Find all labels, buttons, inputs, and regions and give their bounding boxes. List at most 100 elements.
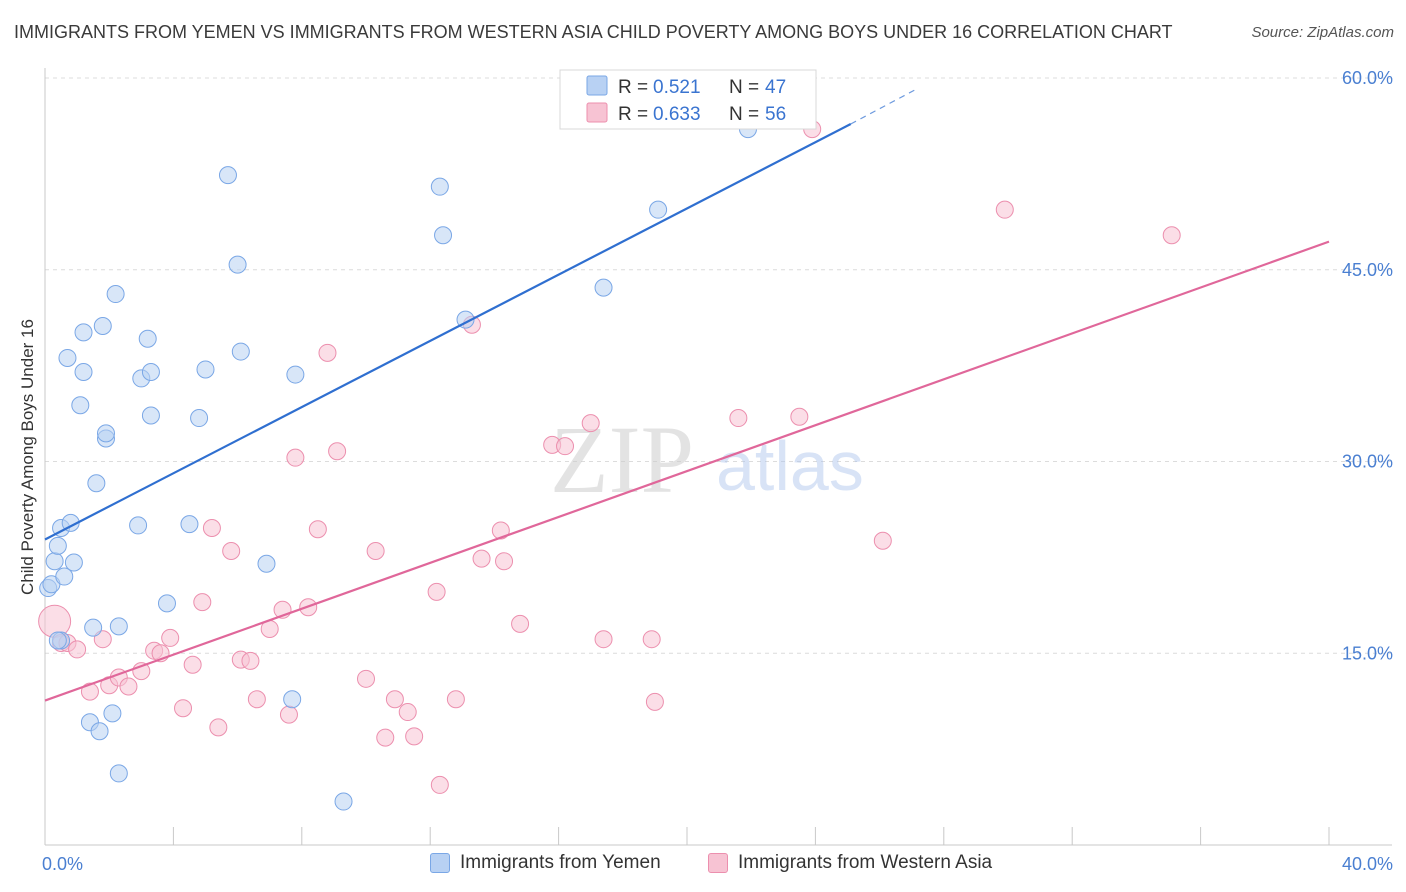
western-asia-point-8 [119, 677, 138, 696]
yemen-point-38 [286, 365, 305, 384]
western-asia-point-38 [446, 690, 465, 709]
trend-lines [44, 87, 1330, 702]
y-tick-label-3: 60.0% [1342, 68, 1393, 88]
legend-r-value-1: 0.521 [653, 77, 701, 98]
yemen-point-12 [74, 323, 93, 342]
yemen-trend-extension [850, 87, 919, 125]
yemen-point-36 [257, 554, 276, 573]
legend-n-value-1: 47 [765, 77, 786, 98]
legend-item-yemen: Immigrants from Yemen [430, 852, 661, 874]
yemen-point-19 [96, 424, 115, 443]
yemen-point-41 [434, 226, 453, 245]
legend-r-value-2: 0.633 [653, 104, 701, 125]
western-asia-point-17 [209, 718, 228, 737]
yemen-point-31 [190, 409, 209, 428]
western-asia-point-42 [495, 552, 514, 571]
legend-r-label-1: R = [618, 77, 648, 98]
x-tick-label-1: 40.0% [1342, 854, 1393, 874]
western-asia-point-54 [995, 200, 1014, 219]
western-asia-point-43 [511, 614, 530, 633]
western-asia-point-29 [328, 442, 347, 461]
yemen-point-46 [48, 631, 67, 650]
yemen-trend-line [44, 123, 852, 541]
yemen-point-10 [71, 396, 90, 415]
yemen-point-3 [48, 536, 67, 555]
series-yemen-points [39, 120, 757, 811]
axes [44, 68, 1392, 846]
yemen-point-34 [228, 255, 247, 274]
western-asia-trend-line [44, 240, 1330, 702]
western-asia-point-48 [642, 630, 661, 649]
yemen-point-28 [141, 406, 160, 425]
yemen-point-44 [649, 200, 668, 219]
legend-swatch-blue [586, 75, 608, 96]
western-asia-point-15 [193, 593, 212, 612]
legend-box: R = 0.521 N = 47 R = 0.633 N = 56 [559, 69, 817, 130]
western-asia-point-51 [790, 407, 809, 426]
western-asia-point-40 [472, 549, 491, 568]
yemen-point-7 [58, 348, 77, 367]
y-tick-label-2: 45.0% [1342, 260, 1393, 280]
western-asia-point-25 [286, 448, 305, 467]
yemen-point-15 [87, 474, 106, 493]
western-asia-point-13 [174, 699, 193, 718]
yemen-point-29 [157, 594, 176, 613]
source-label: Source: ZipAtlas.com [1251, 24, 1394, 41]
western-asia-point-45 [556, 437, 575, 456]
western-asia-point-14 [183, 655, 202, 674]
yemen-point-35 [231, 342, 250, 361]
x-tick-label-0: 0.0% [42, 854, 83, 874]
legend-n-label-2: N = [729, 104, 759, 125]
western-asia-point-49 [645, 692, 664, 711]
yemen-point-30 [180, 515, 199, 534]
legend-r-label-2: R = [618, 104, 648, 125]
legend-swatch-yemen [430, 853, 450, 873]
western-asia-point-5 [93, 630, 112, 649]
grid-lines [45, 77, 1392, 654]
yemen-point-27 [141, 363, 160, 382]
legend-label-yemen: Immigrants from Yemen [460, 852, 661, 873]
y-tick-label-1: 30.0% [1342, 452, 1393, 472]
legend-label-western-asia: Immigrants from Western Asia [738, 852, 993, 873]
yemen-point-14 [84, 618, 103, 637]
western-asia-point-31 [366, 541, 385, 560]
y-tick-label-0: 15.0% [1342, 643, 1393, 663]
yemen-point-39 [334, 792, 353, 811]
tick-labels: 15.0% 30.0% 45.0% 60.0% 0.0% 40.0% [42, 68, 1393, 874]
yemen-point-24 [129, 516, 148, 535]
yemen-point-9 [64, 553, 83, 572]
yemen-point-17 [93, 316, 112, 335]
western-asia-point-30 [357, 669, 375, 688]
legend-swatch-western-asia [708, 853, 728, 873]
western-asia-point-47 [581, 414, 600, 433]
legend-item-western-asia: Immigrants from Western Asia [708, 852, 992, 874]
western-asia-point-12 [161, 628, 180, 647]
bottom-legend: Immigrants from Yemen Immigrants from We… [0, 852, 1406, 878]
yemen-point-37 [283, 690, 302, 709]
yemen-point-43 [594, 278, 613, 297]
western-asia-point-24 [279, 705, 298, 724]
western-asia-point-35 [405, 727, 424, 746]
western-asia-point-50 [729, 409, 748, 428]
western-asia-point-16 [202, 518, 221, 537]
western-asia-point-27 [308, 520, 327, 539]
legend-swatch-pink [586, 102, 608, 123]
western-asia-point-34 [398, 703, 417, 722]
yemen-point-23 [109, 764, 128, 783]
yemen-point-22 [109, 617, 128, 636]
western-asia-point-41 [491, 521, 510, 540]
western-asia-point-46 [594, 630, 613, 649]
western-asia-point-32 [376, 728, 395, 747]
western-asia-point-37 [427, 582, 446, 601]
yemen-point-21 [106, 285, 125, 304]
yemen-point-26 [138, 329, 157, 348]
legend-n-label-1: N = [729, 77, 759, 98]
western-asia-point-4 [80, 682, 99, 701]
western-asia-point-28 [318, 343, 337, 362]
yemen-point-16 [90, 722, 109, 741]
yemen-point-33 [218, 166, 237, 185]
yemen-point-32 [196, 360, 215, 379]
western-asia-point-53 [873, 531, 892, 550]
yemen-point-2 [45, 552, 64, 571]
